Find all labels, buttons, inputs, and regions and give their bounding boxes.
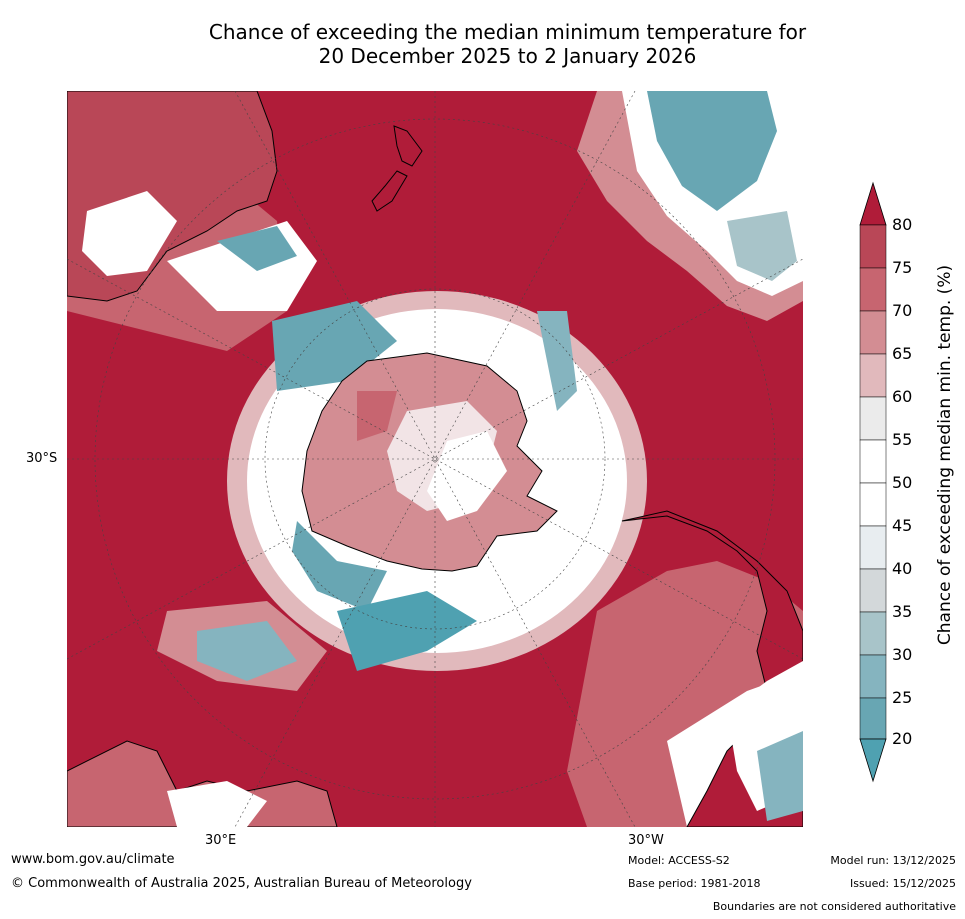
colorbar-tick: 50 bbox=[892, 473, 913, 492]
graticule-60s bbox=[264, 288, 606, 630]
colorbar-band-65-70 bbox=[859, 310, 887, 355]
cool-patch-sw bbox=[197, 621, 297, 681]
graticule-30s bbox=[94, 118, 776, 800]
new-zealand-north bbox=[393, 125, 423, 167]
colorbar-band-35-40 bbox=[859, 568, 887, 613]
antarctica-plateau bbox=[427, 431, 507, 521]
colorbar-band-55-60 bbox=[859, 396, 887, 441]
colorbar-band-30-35 bbox=[859, 611, 887, 656]
colorbar-tick: 75 bbox=[892, 258, 913, 277]
model-run: Model run: 13/12/2025 bbox=[830, 854, 956, 867]
model-name: Model: ACCESS-S2 bbox=[628, 854, 730, 867]
lon-label-30w: 30°W bbox=[628, 833, 664, 848]
cool-streak-e bbox=[537, 311, 577, 411]
title-line-2: 20 December 2025 to 2 January 2026 bbox=[318, 44, 697, 68]
polar-map[interactable] bbox=[67, 91, 803, 827]
cool-patch-nw bbox=[217, 226, 297, 271]
colorbar-band-25-30 bbox=[859, 654, 887, 699]
australia-neutral-area bbox=[82, 191, 177, 276]
colorbar-band-60-65 bbox=[859, 353, 887, 398]
cool-patch-ne bbox=[727, 211, 797, 281]
colorbar-band-45-50 bbox=[859, 482, 887, 527]
colorbar-tick: 35 bbox=[892, 602, 913, 621]
colorbar-band-75-80 bbox=[859, 224, 887, 269]
cool-ring-sw bbox=[337, 591, 477, 671]
cool-ring-w bbox=[292, 521, 387, 611]
boundaries-disclaimer: Boundaries are not considered authoritat… bbox=[712, 900, 956, 913]
colorbar-extend-top bbox=[859, 181, 887, 226]
lat-label-30s: 30°S bbox=[26, 451, 58, 466]
new-zealand-south bbox=[371, 170, 408, 212]
colorbar-tick: 55 bbox=[892, 430, 913, 449]
colorbar-tick: 70 bbox=[892, 301, 913, 320]
africa-neutral bbox=[167, 781, 267, 827]
colorbar-band-40-45 bbox=[859, 525, 887, 570]
colorbar-tick: 30 bbox=[892, 645, 913, 664]
colorbar-tick: 80 bbox=[892, 215, 913, 234]
colorbar-title: Chance of exceeding median min. temp. (%… bbox=[935, 264, 955, 646]
cool-ring-nw bbox=[272, 301, 397, 391]
title-line-1: Chance of exceeding the median minimum t… bbox=[208, 20, 807, 44]
colorbar-tick: 25 bbox=[892, 688, 913, 707]
chart-title: Chance of exceeding the median minimum t… bbox=[0, 20, 965, 68]
issued-date: Issued: 15/12/2025 bbox=[849, 877, 956, 890]
website-link[interactable]: www.bom.gov.au/climate bbox=[11, 852, 175, 867]
copyright: © Commonwealth of Australia 2025, Austra… bbox=[11, 876, 472, 891]
colorbar-tick: 40 bbox=[892, 559, 913, 578]
map-svg bbox=[67, 91, 803, 827]
colorbar-tick: 20 bbox=[892, 729, 913, 748]
colorbar-tick: 65 bbox=[892, 344, 913, 363]
colorbar-band-50-55 bbox=[859, 439, 887, 484]
colorbar-extend-bottom bbox=[859, 738, 887, 783]
lon-label-30e: 30°E bbox=[205, 833, 237, 848]
cool-region-ne bbox=[647, 91, 777, 211]
colorbar-tick: 45 bbox=[892, 516, 913, 535]
base-period: Base period: 1981-2018 bbox=[628, 877, 761, 890]
south-america-cool bbox=[757, 731, 803, 821]
antarctica-warm-patch bbox=[357, 391, 397, 441]
colorbar-band-20-25 bbox=[859, 697, 887, 740]
colorbar-tick: 60 bbox=[892, 387, 913, 406]
colorbar-band-70-75 bbox=[859, 267, 887, 312]
